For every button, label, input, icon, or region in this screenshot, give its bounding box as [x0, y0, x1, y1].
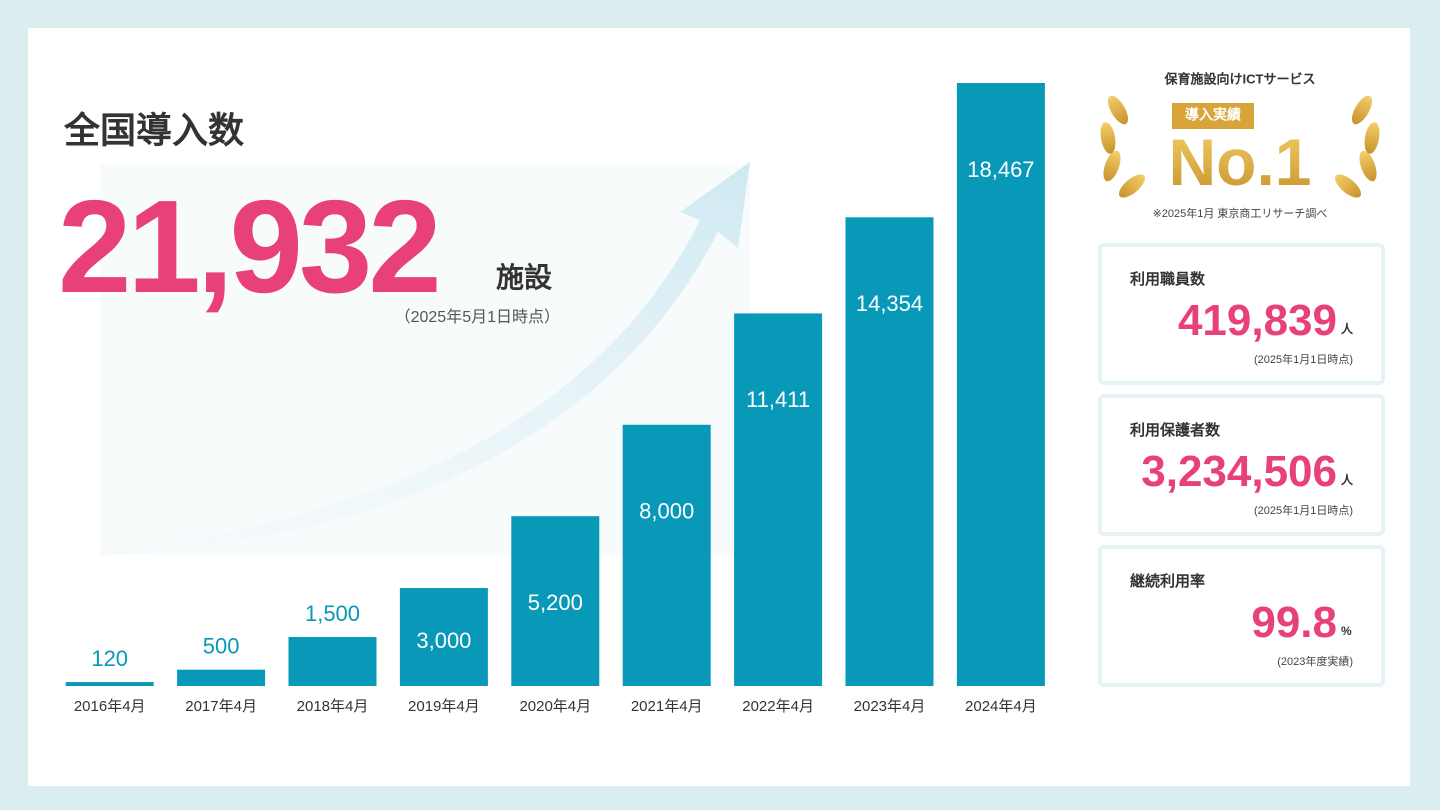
stat-label: 利用職員数	[1130, 270, 1206, 288]
value-label: 5,200	[528, 590, 583, 615]
stat-card	[1098, 545, 1385, 687]
leaf	[1351, 95, 1373, 125]
leaf	[1118, 174, 1146, 198]
stat-unit: 人	[1341, 472, 1354, 487]
stat-note: (2025年1月1日時点)	[1254, 352, 1353, 366]
headline-value: 21,932	[58, 173, 438, 320]
leaf	[1103, 150, 1121, 182]
badge-tag: 導入実績	[1185, 107, 1241, 123]
value-label: 14,354	[856, 291, 923, 316]
x-tick-label: 2019年4月	[408, 698, 480, 715]
bar	[399, 588, 488, 686]
bar-chart: 120 2016年4月 500 2017年4月 1,500 2018年4月 3,000 201…	[65, 83, 1045, 715]
leaf	[1334, 174, 1362, 198]
badge-source: ※2025年1月 東京商工リサーチ調べ	[1153, 206, 1328, 220]
bar	[177, 669, 266, 686]
x-tick-label: 2020年4月	[519, 698, 591, 715]
stat-label: 利用保護者数	[1130, 421, 1221, 439]
bar	[956, 83, 1045, 686]
stat-note: (2025年1月1日時点)	[1254, 503, 1353, 517]
laurel-left	[1100, 95, 1146, 198]
headline-unit: 施設	[496, 261, 553, 293]
bar	[65, 682, 154, 686]
value-label: 18,467	[967, 157, 1034, 182]
stat-value: 419,839	[1178, 296, 1337, 345]
stat-unit: 人	[1341, 321, 1354, 336]
bar	[511, 516, 600, 686]
x-tick-label: 2022年4月	[742, 698, 814, 715]
bar	[845, 217, 934, 686]
leaf	[1107, 95, 1129, 125]
bar	[288, 637, 377, 686]
leaf	[1359, 150, 1377, 182]
stat-card	[1098, 394, 1385, 536]
value-label: 11,411	[746, 387, 810, 412]
leaf	[1100, 122, 1116, 154]
laurel-right	[1334, 95, 1380, 198]
x-tick-label: 2023年4月	[854, 698, 926, 715]
bar	[734, 313, 823, 686]
value-label: 500	[203, 633, 240, 658]
value-label: 8,000	[639, 499, 694, 524]
x-tick-label: 2021年4月	[631, 698, 703, 715]
badge-caption: 保育施設向けICTサービス	[1164, 71, 1316, 86]
stats: 利用職員数 419,839 人 (2025年1月1日時点) 利用保護者数 3,234,50…	[1098, 243, 1385, 687]
badge-rank: No.1	[1168, 125, 1311, 199]
x-tick-label: 2024年4月	[965, 698, 1037, 715]
trend-arrow	[100, 162, 750, 556]
x-tick-label: 2017年4月	[185, 698, 257, 715]
stat-label: 継続利用率	[1130, 572, 1205, 590]
value-label: 120	[91, 646, 128, 671]
stat-value: 99.8	[1251, 598, 1337, 647]
headline-note: （2025年5月1日時点）	[395, 308, 560, 326]
leaf	[1364, 122, 1380, 154]
stat-note: (2023年度実績)	[1277, 654, 1353, 668]
x-tick-label: 2018年4月	[297, 698, 369, 715]
bar	[622, 424, 711, 686]
badge: 保育施設向けICTサービス 導入実績 No.1 ※2025年1月 東京商工リサー…	[1100, 71, 1380, 220]
x-tick-label: 2016年4月	[74, 698, 146, 715]
stat-value: 3,234,506	[1141, 447, 1337, 496]
value-label: 3,000	[416, 628, 471, 653]
badge-tag-box	[1172, 103, 1254, 129]
headline-title: 全国導入数	[63, 110, 244, 151]
stat-unit: %	[1341, 624, 1352, 638]
stat-card	[1098, 243, 1385, 385]
value-label: 1,500	[305, 601, 360, 626]
